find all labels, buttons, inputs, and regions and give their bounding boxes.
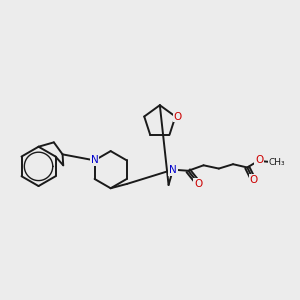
Text: CH₃: CH₃	[268, 158, 285, 166]
Text: O: O	[255, 155, 263, 165]
Text: N: N	[169, 165, 177, 175]
Text: N: N	[91, 155, 98, 165]
Text: O: O	[250, 175, 258, 184]
Text: O: O	[173, 112, 182, 122]
Text: O: O	[194, 179, 202, 189]
